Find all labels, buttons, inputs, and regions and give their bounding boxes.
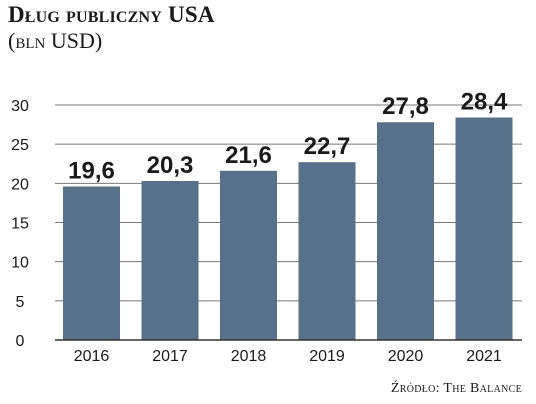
gridlines	[55, 104, 522, 302]
bars	[63, 117, 513, 341]
axes: 0 5 10 15 20 25 30 2016 2017 2018 2019 2020 2021	[11, 98, 522, 365]
value-labels: 19,6 20,3 21,6 22,7 27,8 28,4	[68, 89, 508, 185]
x-tick-label-2020: 2020	[388, 348, 424, 365]
x-tick-label-2016: 2016	[74, 348, 110, 365]
value-label-2017: 20,3	[147, 152, 194, 179]
y-tick-label: 20	[11, 176, 29, 193]
value-label-2021: 28,4	[461, 89, 508, 116]
value-label-2020: 27,8	[382, 93, 429, 120]
y-tick-label: 30	[11, 98, 29, 115]
chart-title: Dług publiczny USA	[8, 2, 215, 27]
chart-subtitle: (bln USD)	[8, 28, 103, 53]
bar-2016	[63, 186, 120, 340]
x-tick-label-2019: 2019	[309, 348, 345, 365]
value-label-2019: 22,7	[304, 133, 351, 160]
y-tick-label: 15	[11, 216, 29, 233]
value-label-2018: 21,6	[225, 142, 272, 169]
y-tick-label: 0	[16, 333, 25, 350]
source-note: Źródło: The Balance	[390, 381, 522, 396]
y-tick-label: 5	[16, 294, 25, 311]
value-label-2016: 19,6	[68, 157, 115, 184]
bar-2018	[220, 170, 277, 340]
bar-2017	[141, 180, 199, 340]
x-tick-label-2017: 2017	[152, 348, 188, 365]
bar-2020	[377, 122, 434, 340]
y-tick-label: 10	[11, 255, 29, 272]
x-tick-label-2021: 2021	[466, 348, 502, 365]
x-tick-label-2018: 2018	[231, 348, 267, 365]
y-tick-label: 25	[11, 137, 29, 154]
bar-2019	[298, 162, 356, 340]
bar-2021	[455, 117, 513, 341]
